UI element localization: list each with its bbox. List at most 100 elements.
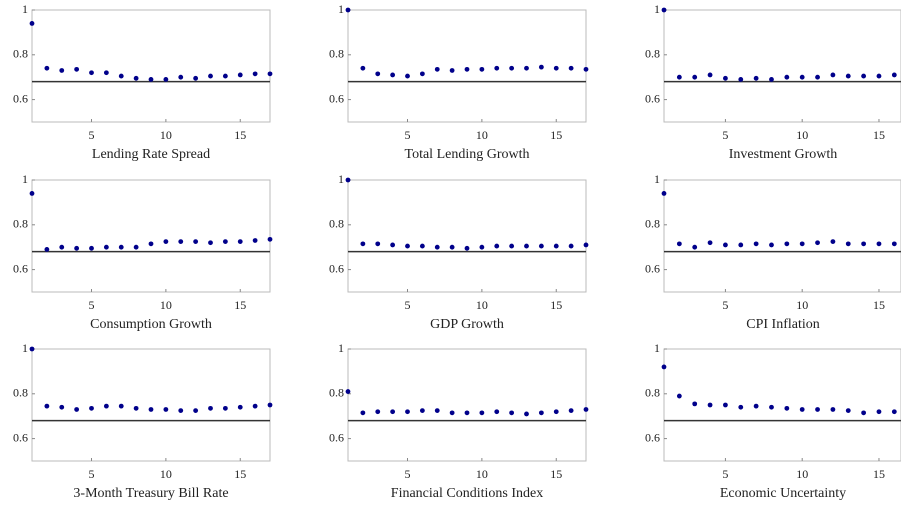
point	[479, 244, 485, 250]
plot-frame	[347, 348, 587, 462]
point	[784, 74, 790, 80]
x-tick-label: 10	[160, 298, 172, 312]
point	[375, 241, 381, 247]
y-tick-label: 0.8	[645, 47, 660, 61]
point	[44, 403, 50, 409]
point	[723, 242, 728, 248]
point	[799, 241, 805, 247]
point	[524, 411, 529, 417]
point	[222, 405, 228, 411]
point	[267, 71, 273, 77]
y-tick-label: 0.8	[645, 386, 660, 400]
plot-frame	[347, 9, 587, 123]
point	[676, 74, 682, 80]
point	[583, 242, 589, 248]
point	[830, 239, 836, 245]
point	[29, 21, 35, 26]
point	[769, 404, 774, 410]
y-tick-label: 1	[654, 341, 660, 355]
x-tick-label: 15	[873, 128, 885, 142]
point	[784, 405, 790, 411]
point	[208, 405, 213, 411]
point	[375, 409, 381, 415]
point	[568, 65, 574, 71]
point	[769, 77, 774, 82]
y-tick-label: 0.6	[13, 261, 28, 275]
point	[509, 243, 515, 249]
panel-title: CPI Inflation	[746, 317, 820, 332]
x-tick-label: 5	[89, 467, 95, 481]
point	[464, 245, 470, 251]
y-tick-label: 0.6	[645, 91, 660, 105]
x-tick-label: 10	[796, 128, 808, 142]
x-tick-label: 15	[234, 298, 246, 312]
point	[845, 73, 851, 79]
point	[738, 404, 744, 410]
y-tick-label: 0.6	[645, 430, 660, 444]
point	[891, 241, 897, 247]
point	[524, 243, 529, 249]
y-tick-label: 0.6	[329, 261, 344, 275]
panel-title: Lending Rate Spread	[92, 147, 210, 162]
x-tick-label: 10	[476, 467, 488, 481]
point	[434, 408, 440, 413]
point	[815, 407, 820, 412]
point	[44, 65, 50, 71]
point	[222, 239, 228, 245]
y-tick-label: 1	[338, 172, 344, 186]
point	[845, 408, 851, 413]
point	[568, 243, 574, 249]
point	[449, 244, 455, 250]
y-tick-label: 1	[22, 172, 28, 186]
point	[345, 389, 351, 394]
point	[861, 410, 867, 416]
point	[59, 244, 65, 250]
y-tick-label: 1	[654, 2, 660, 16]
point	[723, 75, 728, 81]
panel-title: Financial Conditions Index	[391, 486, 543, 501]
point	[661, 7, 667, 13]
point	[661, 191, 667, 196]
point	[494, 409, 500, 415]
point	[479, 66, 485, 72]
point	[538, 243, 544, 249]
x-tick-label: 5	[89, 298, 95, 312]
point	[267, 236, 273, 242]
point	[723, 402, 728, 408]
point	[208, 73, 213, 79]
point	[405, 409, 410, 415]
x-tick-label: 5	[722, 467, 728, 481]
point	[193, 239, 199, 245]
point	[799, 407, 805, 412]
plot-frame	[31, 348, 271, 462]
y-tick-label: 0.8	[13, 217, 28, 231]
point	[103, 70, 109, 76]
panel-title: Economic Uncertainty	[720, 486, 846, 501]
point	[252, 403, 258, 409]
point	[692, 74, 698, 80]
point	[208, 240, 213, 246]
point	[676, 241, 682, 247]
point	[133, 405, 139, 411]
point	[464, 410, 470, 416]
x-tick-label: 10	[796, 467, 808, 481]
point	[845, 241, 851, 247]
y-tick-label: 1	[338, 2, 344, 16]
point	[390, 242, 396, 248]
panel-title: GDP Growth	[430, 317, 504, 332]
x-tick-label: 10	[796, 298, 808, 312]
point	[568, 408, 574, 413]
y-tick-label: 1	[654, 172, 660, 186]
point	[538, 64, 544, 70]
point	[405, 73, 410, 79]
point	[74, 66, 80, 72]
y-tick-label: 0.8	[645, 217, 660, 231]
point	[692, 244, 698, 250]
x-tick-label: 15	[873, 298, 885, 312]
point	[148, 77, 154, 82]
point	[163, 77, 169, 82]
x-tick-label: 10	[160, 128, 172, 142]
x-tick-label: 15	[550, 128, 562, 142]
point	[29, 191, 35, 196]
point	[861, 241, 867, 247]
